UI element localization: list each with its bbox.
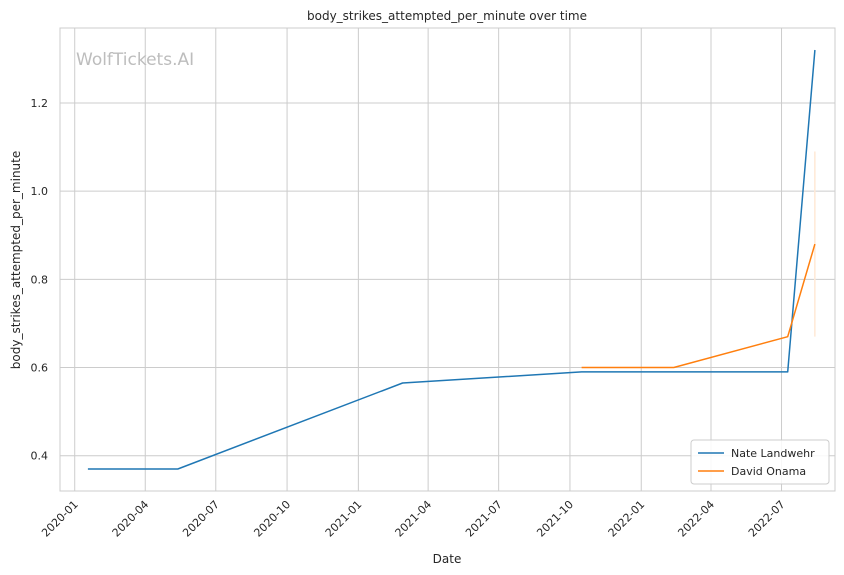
y-tick-label: 0.6: [31, 362, 49, 375]
y-tick-label: 1.0: [31, 185, 49, 198]
series-line-0: [87, 49, 816, 470]
legend-label: Nate Landwehr: [731, 447, 815, 460]
series-line-1: [581, 243, 816, 369]
y-tick-label: 1.2: [31, 97, 49, 110]
legend: Nate Landwehr David Onama: [690, 439, 830, 485]
x-axis-label: Date: [433, 552, 462, 566]
y-tick-label: 0.4: [31, 450, 49, 463]
series: [87, 49, 816, 470]
y-axis-label: body_strikes_attempted_per_minute: [9, 151, 23, 369]
y-axis-ticks: 0.4 0.6 0.8 1.0 1.2: [31, 97, 49, 463]
chart-title: body_strikes_attempted_per_minute over t…: [307, 9, 587, 23]
grid: [60, 28, 835, 491]
legend-label: David Onama: [731, 465, 806, 478]
plot-frame: [59, 27, 836, 492]
watermark: WolfTickets.AI: [76, 50, 194, 70]
y-tick-label: 0.8: [31, 273, 49, 286]
legend-box: [690, 439, 830, 485]
